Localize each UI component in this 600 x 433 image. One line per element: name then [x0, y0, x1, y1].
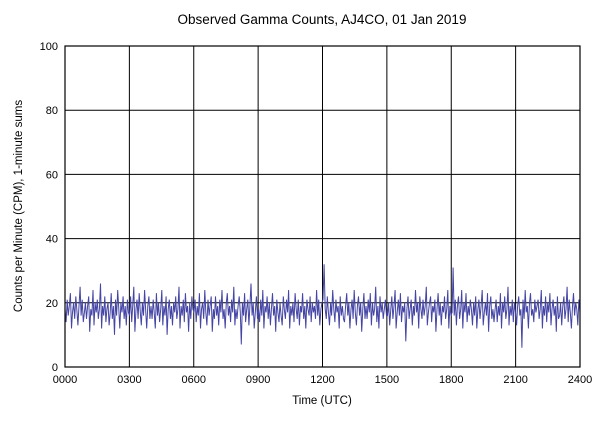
plot-border [64, 45, 581, 368]
y-tick-label: 0 [52, 362, 58, 374]
x-tick-label: 1800 [439, 374, 463, 386]
x-tick-label: 0900 [246, 374, 270, 386]
x-axis-label: Time (UTC) [292, 395, 352, 407]
x-tick-label: 0600 [182, 374, 206, 386]
x-tick-label: 0300 [117, 374, 141, 386]
chart-title: Observed Gamma Counts, AJ4CO, 01 Jan 201… [178, 12, 467, 27]
x-tick-label: 2100 [503, 374, 527, 386]
y-tick-label: 40 [46, 234, 58, 246]
data-series-line [64, 264, 581, 348]
y-tick-label: 100 [40, 41, 58, 53]
y-tick-label: 60 [46, 169, 58, 181]
x-tick-label: 0000 [53, 374, 77, 386]
grid-lines [64, 45, 581, 368]
y-tick-label: 80 [46, 105, 58, 117]
x-tick-label: 2400 [568, 374, 592, 386]
tick-labels: 0000 0300 0600 0900 1200 1500 1800 2100 2400 0 20 4… [40, 41, 593, 386]
y-axis-label: Counts per Minute (CPM), 1-minute sums [13, 100, 25, 312]
x-tick-label: 1500 [375, 374, 399, 386]
x-tick-label: 1200 [310, 374, 334, 386]
y-tick-label: 20 [46, 298, 58, 310]
